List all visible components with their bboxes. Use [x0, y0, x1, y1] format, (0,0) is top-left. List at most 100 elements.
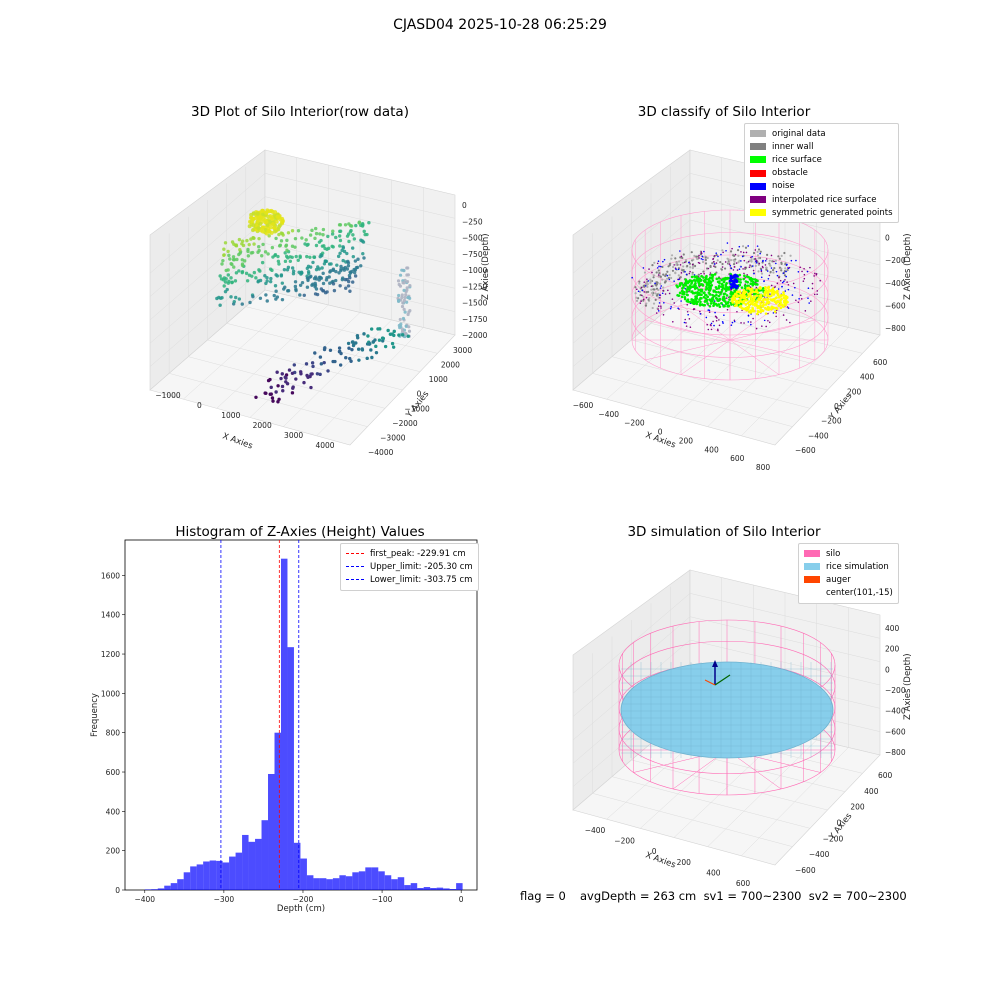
- classify-interp-point: [642, 298, 645, 301]
- silo-spoke: [680, 339, 731, 375]
- classify-rice-point: [728, 298, 731, 301]
- classify-symmetric-point: [753, 302, 757, 305]
- raw-point: [348, 356, 352, 361]
- raw-point: [349, 359, 353, 363]
- classify-noise-point: [730, 275, 733, 279]
- classify-rice-point: [720, 302, 723, 305]
- raw-point: [296, 258, 300, 262]
- raw-point: [287, 368, 292, 372]
- classify-noise-point: [720, 253, 722, 256]
- classify-interp-point: [767, 319, 769, 322]
- simulation-legend-item: auger: [804, 573, 893, 586]
- raw-z-tick: −1500: [462, 299, 488, 308]
- histogram-bar: [235, 852, 243, 890]
- classify-noise-point: [735, 286, 738, 290]
- raw-point: [281, 233, 285, 237]
- classify-rice-point: [682, 283, 685, 287]
- silo-spoke: [729, 339, 780, 375]
- simulation-legend-item: center(101,-15): [804, 587, 893, 600]
- simulation-y-ticks: −600 −400 −200 0 200 400 600: [795, 771, 893, 875]
- classify-rice-point: [723, 304, 726, 308]
- classify-rice-point: [714, 296, 718, 300]
- classify-noise-point: [644, 285, 647, 287]
- raw-point: [245, 238, 249, 243]
- raw-point: [263, 391, 267, 395]
- histogram-bar: [183, 872, 191, 890]
- raw-point: [281, 389, 285, 393]
- classify-wall-point: [789, 254, 792, 257]
- raw-point: [357, 358, 361, 362]
- classify-rice-point: [691, 298, 694, 302]
- classify-y-ticks: −600 −400 −200 0 200 400 600: [795, 358, 888, 455]
- classify-noise-point: [759, 252, 761, 255]
- classify-wall-point: [651, 306, 654, 310]
- classify-symmetric-point: [740, 300, 744, 304]
- classify-noise-point: [693, 274, 696, 276]
- classify-noise-point: [729, 286, 733, 290]
- raw-point: [360, 221, 365, 226]
- simulation-z-tick: 0: [885, 665, 890, 674]
- classify-noise-point: [725, 249, 727, 252]
- classify-rice-point: [702, 279, 706, 282]
- histogram-y-ticks: 0 200 400 600 800 1000 1200 1400 1600: [101, 571, 125, 895]
- classify-interp-point: [697, 261, 700, 264]
- raw-z-tick: −250: [462, 217, 483, 226]
- raw-point: [275, 214, 280, 219]
- classify-rice-point: [736, 277, 740, 281]
- classify-wall-point: [715, 253, 718, 257]
- classify-wall-point: [783, 251, 786, 255]
- raw-point: [356, 336, 360, 340]
- classify-interp-point: [799, 266, 802, 269]
- classify-symmetric-point: [759, 287, 762, 290]
- classify-legend-swatch: [750, 143, 766, 151]
- classify-symmetric-point: [782, 291, 785, 294]
- classify-rice-point: [693, 287, 697, 290]
- classify-symmetric-point: [760, 308, 764, 312]
- classify-interp-point: [750, 321, 752, 323]
- classify-wall-point: [670, 254, 674, 257]
- raw-point: [383, 344, 388, 349]
- raw-point: [279, 376, 283, 381]
- classify-wall-point: [667, 265, 670, 268]
- classify-wall-point: [659, 282, 662, 285]
- raw-x-tick: 0: [197, 401, 202, 410]
- classify-rice-point: [706, 295, 710, 299]
- histogram-legend-label: Lower_limit: -303.75 cm: [370, 574, 473, 585]
- classify-rice-point: [751, 284, 755, 287]
- raw-point: [299, 370, 303, 374]
- raw-point: [222, 253, 226, 257]
- raw-point: [238, 251, 242, 255]
- raw-point: [408, 308, 412, 313]
- simulation-legend: silo rice simulation auger center(101,-15): [798, 543, 899, 604]
- raw-z-label: Z Axies (Depth): [481, 233, 490, 300]
- raw-point: [346, 259, 350, 264]
- classify-wall-point: [704, 258, 707, 262]
- classify-rice-point: [702, 295, 706, 299]
- classify-symmetric-point: [784, 297, 788, 301]
- classify-interp-point: [740, 322, 742, 324]
- classify-interp-point: [712, 257, 715, 260]
- raw-point: [234, 243, 238, 247]
- classify-wall-point: [681, 256, 684, 260]
- raw-point: [319, 238, 323, 243]
- raw-point: [338, 284, 342, 288]
- classify-interp-point: [662, 314, 665, 316]
- classify-wall-point: [642, 284, 646, 287]
- histogram-bar: [255, 838, 262, 890]
- classify-interp-point: [715, 262, 718, 264]
- classify-symmetric-point: [785, 300, 789, 303]
- raw-point: [330, 244, 334, 248]
- raw-point: [220, 296, 224, 300]
- classify-noise-point: [781, 281, 784, 284]
- raw-point: [274, 219, 279, 224]
- raw-point: [343, 223, 348, 227]
- classify-rice-point: [721, 298, 725, 302]
- classify-rice-point: [691, 285, 694, 289]
- classify-noise-point: [722, 322, 724, 324]
- raw-point: [360, 347, 364, 351]
- classify-symmetric-point: [781, 293, 785, 297]
- raw-point: [351, 280, 355, 284]
- raw-point: [304, 238, 308, 242]
- histogram-bar: [332, 878, 340, 890]
- classify-symmetric-point: [747, 306, 751, 309]
